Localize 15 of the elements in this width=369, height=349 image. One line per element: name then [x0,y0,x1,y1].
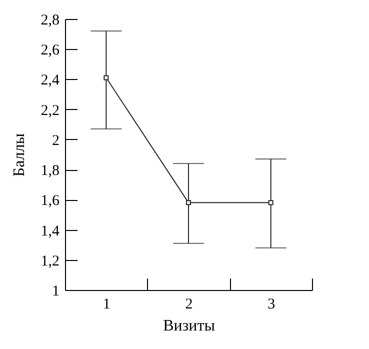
y-tick-label: 2,4 [40,72,60,89]
y-tick-label: 2,8 [40,12,60,28]
y-tick-label: 1,2 [40,253,60,270]
y-tick-label: 1,8 [40,163,60,180]
y-tick-label: 2 [52,132,60,149]
x-tick-label: 2 [185,296,193,312]
y-tick-label: 1,6 [40,193,60,210]
x-axis-title: Визиты [163,318,216,334]
x-tick-label: 1 [102,296,110,312]
y-axis-title: Баллы [10,133,28,177]
y-tick-label: 2,2 [40,102,60,119]
x-tick-label: 3 [268,296,276,312]
y-tick-label: 1,4 [40,223,60,240]
y-tick-label: 2,6 [40,42,60,59]
y-tick-label: 1 [52,284,60,300]
